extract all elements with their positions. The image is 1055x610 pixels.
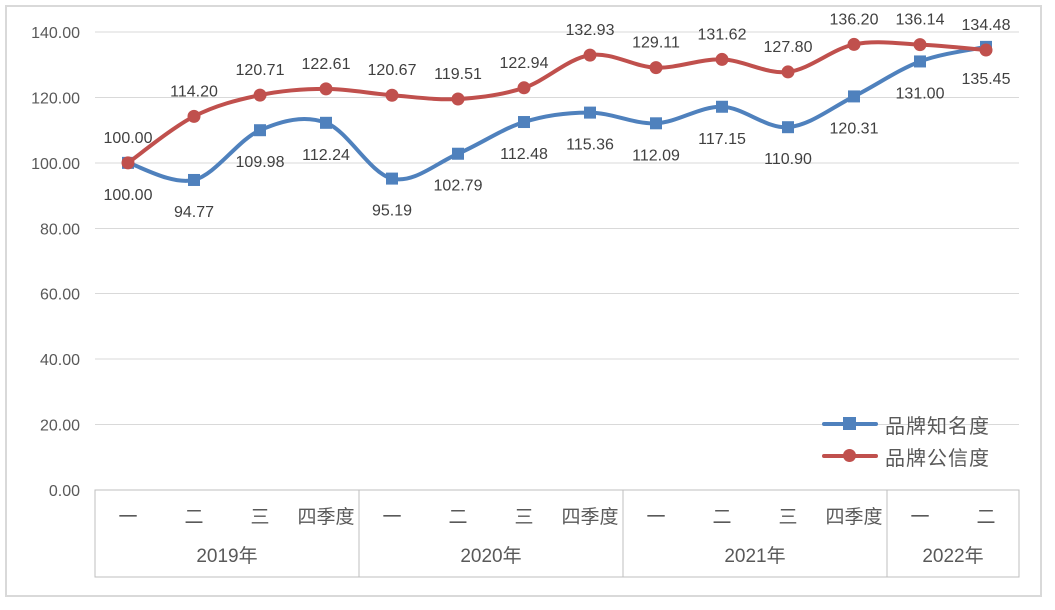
legend-swatch-circle [822, 449, 878, 463]
legend-item-brand-credibility[interactable]: 品牌公信度 [822, 442, 990, 470]
data-label-brand-awareness: 109.98 [236, 154, 285, 171]
y-axis-tick-label: 20.00 [40, 418, 80, 435]
quarter-label: 一 [910, 507, 929, 528]
data-label-brand-awareness: 112.24 [302, 147, 350, 164]
series-marker-brand-credibility[interactable] [847, 37, 861, 51]
data-label-brand-credibility: 119.51 [434, 66, 482, 83]
data-label-brand-credibility: 132.93 [566, 22, 615, 39]
data-label-brand-awareness: 112.09 [632, 147, 680, 164]
chart-border [5, 5, 1042, 597]
y-axis-tick-label: 100.00 [31, 156, 80, 173]
data-label-brand-awareness: 120.31 [830, 120, 879, 137]
series-marker-brand-credibility[interactable] [913, 38, 927, 52]
series-marker-brand-credibility[interactable] [715, 52, 729, 66]
series-marker-brand-awareness[interactable] [914, 55, 926, 68]
data-label-brand-credibility: 131.62 [698, 26, 747, 43]
data-label-brand-credibility: 136.20 [830, 11, 879, 28]
category-axis-table [94, 489, 1020, 578]
data-label-brand-credibility: 134.48 [962, 17, 1011, 34]
series-marker-brand-awareness[interactable] [188, 173, 200, 186]
legend-item-brand-awareness[interactable]: 品牌知名度 [822, 410, 990, 438]
quarter-label: 二 [712, 507, 731, 528]
y-axis-tick-label: 120.00 [31, 90, 80, 107]
quarter-label: 四季度 [561, 506, 618, 528]
series-marker-brand-credibility[interactable] [385, 88, 399, 102]
series-marker-brand-awareness[interactable] [848, 90, 860, 103]
series-marker-brand-awareness[interactable] [320, 116, 332, 129]
series-marker-brand-awareness[interactable] [386, 172, 398, 185]
data-label-brand-credibility: 120.67 [368, 62, 417, 79]
y-axis-tick-label: 140.00 [31, 25, 80, 42]
series-marker-brand-credibility[interactable] [319, 82, 333, 96]
y-axis-tick-label: 40.00 [40, 352, 80, 369]
data-label-brand-awareness: 117.15 [698, 131, 746, 148]
data-label-brand-awareness: 135.45 [962, 71, 1011, 88]
data-label-brand-credibility: 136.14 [896, 12, 945, 29]
series-marker-brand-credibility[interactable] [517, 81, 531, 95]
quarter-label: 一 [382, 507, 401, 528]
y-axis-tick-label: 80.00 [40, 221, 80, 238]
series-marker-brand-awareness[interactable] [716, 100, 728, 113]
series-marker-brand-awareness[interactable] [452, 147, 464, 160]
year-label: 2022年 [922, 545, 983, 567]
series-marker-brand-credibility[interactable] [583, 48, 597, 62]
y-axis-tick-label: 0.00 [49, 483, 80, 500]
series-line-brand-credibility[interactable] [126, 40, 988, 165]
data-label-brand-awareness: 95.19 [372, 203, 412, 220]
data-label-brand-awareness: 102.79 [434, 178, 483, 195]
circle-marker-icon [843, 449, 856, 462]
square-marker-icon [843, 417, 856, 430]
data-label-brand-credibility: 114.20 [170, 83, 218, 100]
series-marker-brand-credibility[interactable] [649, 61, 663, 75]
series-marker-brand-credibility[interactable] [781, 65, 795, 79]
data-label-brand-awareness: 131.00 [896, 85, 945, 102]
data-label-brand-awareness: 100.00 [104, 187, 153, 204]
quarter-label: 四季度 [297, 506, 354, 528]
legend-swatch-square [822, 417, 878, 431]
series-marker-brand-credibility[interactable] [979, 43, 993, 57]
series-marker-brand-credibility[interactable] [121, 156, 135, 170]
year-label: 2019年 [196, 545, 257, 567]
quarter-label: 二 [448, 507, 467, 528]
quarter-label: 一 [118, 507, 137, 528]
series-marker-brand-credibility[interactable] [451, 92, 465, 106]
data-label-brand-credibility: 127.80 [764, 39, 813, 56]
quarter-label: 三 [778, 507, 797, 528]
data-label-brand-credibility: 120.71 [236, 62, 285, 79]
quarter-label: 三 [514, 507, 533, 528]
quarter-label: 二 [184, 507, 203, 528]
series-marker-brand-awareness[interactable] [782, 121, 794, 134]
series-marker-brand-credibility[interactable] [253, 88, 267, 102]
data-label-brand-awareness: 115.36 [566, 137, 614, 154]
chart-legend: 品牌知名度 品牌公信度 [822, 410, 990, 470]
series-marker-brand-awareness[interactable] [518, 116, 530, 129]
series-marker-brand-credibility[interactable] [187, 109, 201, 123]
series-marker-brand-awareness[interactable] [584, 106, 596, 119]
quarter-label: 一 [646, 507, 665, 528]
series-marker-brand-awareness[interactable] [254, 124, 266, 137]
data-label-brand-credibility: 129.11 [632, 35, 680, 52]
year-label: 2021年 [724, 545, 785, 567]
data-label-brand-credibility: 100.00 [104, 130, 153, 147]
data-label-brand-credibility: 122.94 [500, 55, 549, 72]
quarter-label: 三 [250, 507, 269, 528]
data-label-brand-credibility: 122.61 [302, 56, 351, 73]
data-label-brand-awareness: 112.48 [500, 146, 548, 163]
year-label: 2020年 [460, 545, 521, 567]
quarter-label: 四季度 [825, 506, 882, 528]
legend-label-brand-awareness: 品牌知名度 [885, 415, 990, 438]
data-label-brand-awareness: 94.77 [174, 204, 214, 221]
legend-label-brand-credibility: 品牌公信度 [885, 447, 990, 470]
data-label-brand-awareness: 110.90 [764, 151, 812, 168]
quarter-label: 二 [976, 507, 995, 528]
y-axis-tick-label: 60.00 [40, 287, 80, 304]
series-marker-brand-awareness[interactable] [650, 117, 662, 130]
